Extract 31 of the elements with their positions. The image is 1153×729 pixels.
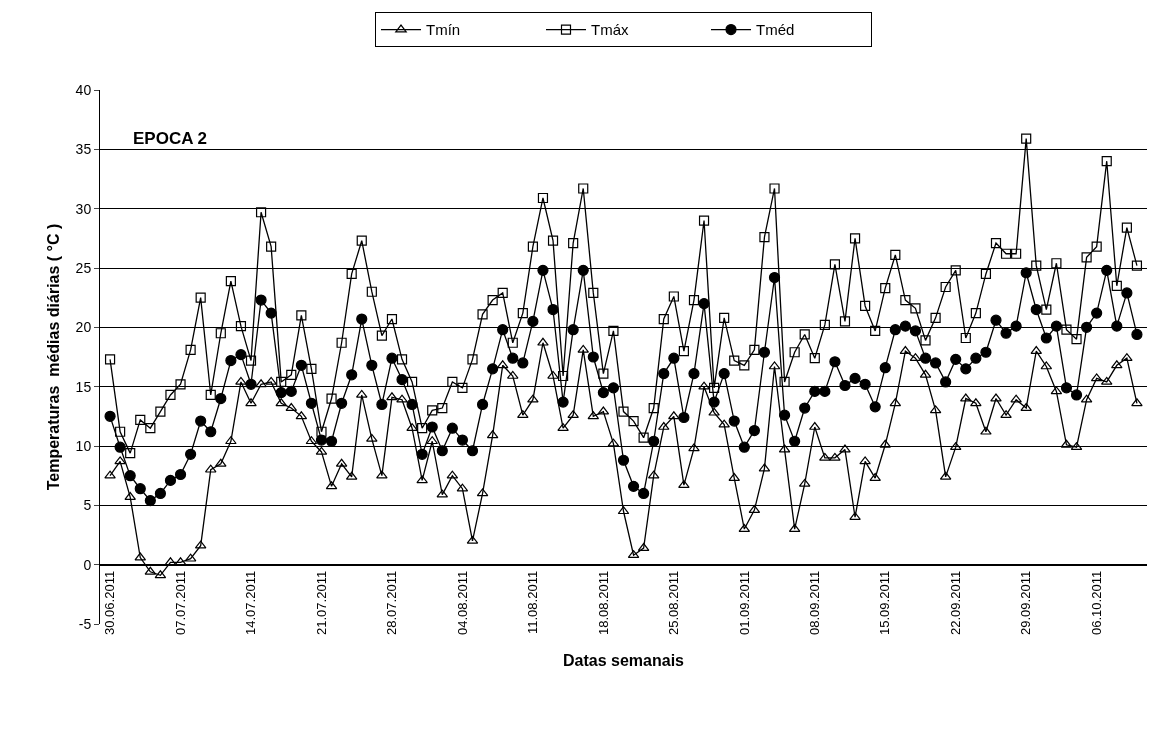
annotation: EPOCA 2 [133,129,208,148]
y-tick-label: 20 [75,319,92,336]
x-tick-label: 30.06.2011 [102,570,118,635]
x-tick-label: 04.08.2011 [454,570,470,635]
x-tick-label: 07.07.2011 [172,570,188,635]
y-tick-label: 25 [75,259,92,276]
legend-label: Tméd [756,21,795,39]
x-tick-label: 28.07.2011 [384,570,400,635]
x-tick-label: 22.09.2011 [947,570,963,635]
x-tick-label: 06.10.2011 [1088,570,1104,635]
y-tick-label: 5 [83,497,92,514]
x-tick-label: 18.08.2011 [595,570,611,635]
x-axis-title: Datas semanais [563,651,685,669]
x-tick-label: 08.09.2011 [807,570,823,635]
y-tick-label: 10 [75,437,92,454]
y-tick-label: 15 [75,378,92,395]
x-tick-label: 15.09.2011 [877,570,893,635]
y-tick-label: 0 [83,556,92,573]
legend-label: Tmáx [591,21,629,39]
x-tick-label: 25.08.2011 [666,570,682,635]
x-tick-label: 29.09.2011 [1018,570,1034,635]
x-tick-label: 11.08.2011 [525,570,541,635]
y-tick-label: -5 [78,615,92,632]
x-tick-label: 14.07.2011 [243,570,259,635]
y-tick-label: 35 [75,141,92,158]
x-tick-label: 01.09.2011 [736,570,752,635]
y-tick-label: 40 [75,81,92,98]
legend-label: Tmín [426,21,461,39]
y-axis-title: Temperaturas médias diárias ( °C ) [44,223,62,491]
y-tick-label: 30 [75,200,92,217]
x-tick-label: 21.07.2011 [313,570,329,635]
